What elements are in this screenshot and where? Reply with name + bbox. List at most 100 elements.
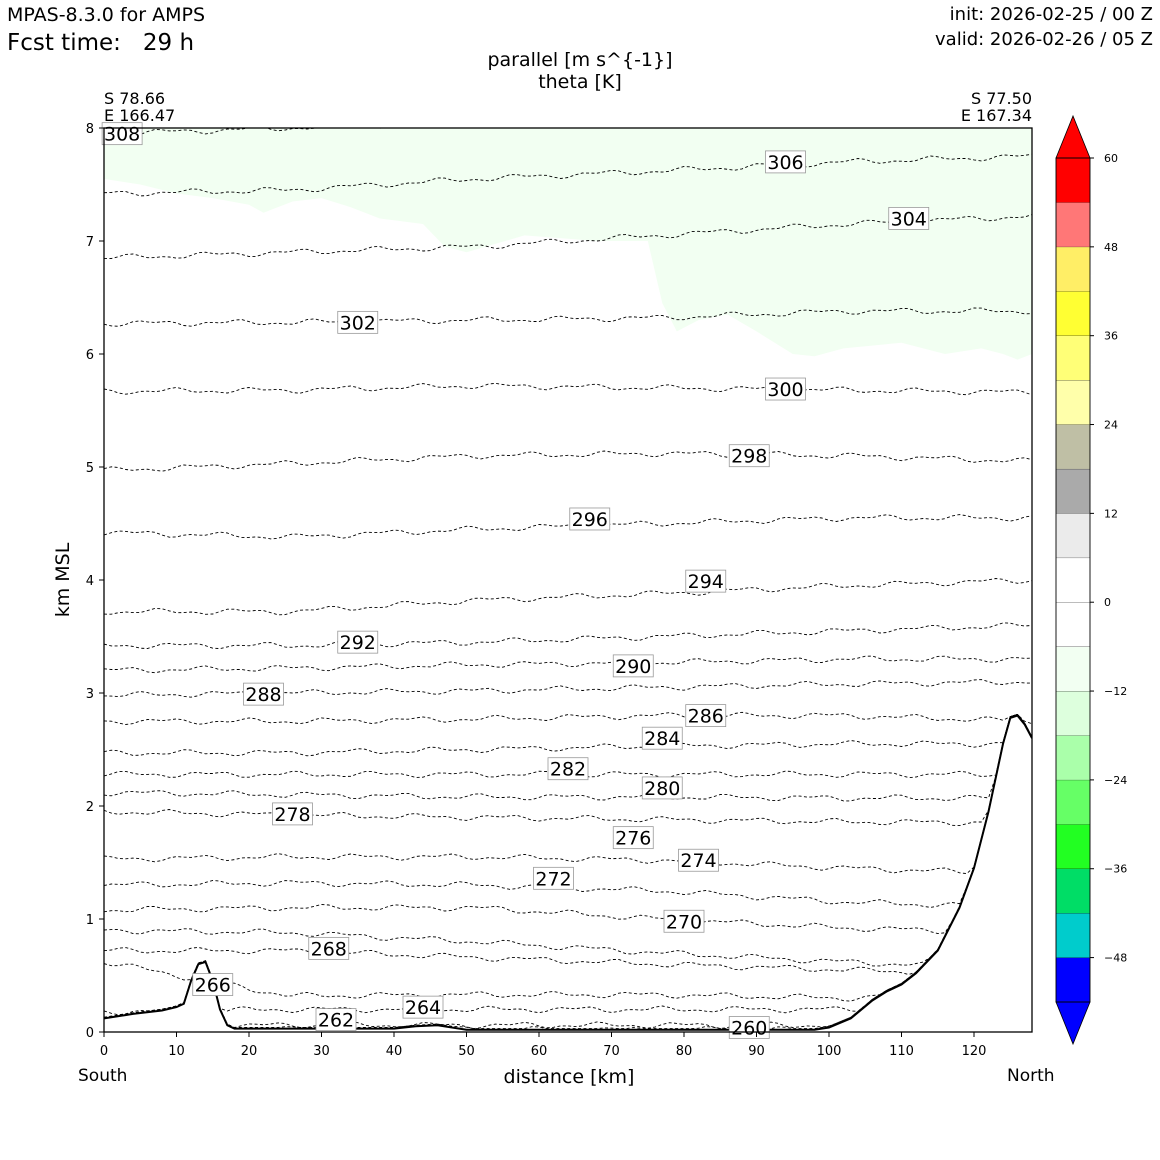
x-tick-label: 20 bbox=[241, 1044, 258, 1059]
contour-label-box bbox=[612, 826, 654, 850]
theta-contour-268 bbox=[104, 713, 1032, 975]
colorbar-segment bbox=[1056, 868, 1090, 914]
contour-label-box bbox=[569, 507, 611, 531]
contour-label-270: 270 bbox=[663, 909, 705, 933]
terrain-layer bbox=[104, 714, 1032, 1032]
colorbar-tick-label: 48 bbox=[1104, 241, 1118, 254]
contour-label-274: 274 bbox=[678, 848, 719, 872]
contour-label-text: 294 bbox=[688, 571, 724, 593]
x-tick-label: 110 bbox=[889, 1044, 914, 1059]
contour-label-box bbox=[685, 569, 727, 593]
start-latitude: S 78.66 bbox=[104, 89, 166, 108]
colorbar-frame bbox=[1055, 157, 1091, 1003]
colorbar-segment bbox=[1056, 246, 1090, 292]
contour-label-box bbox=[533, 866, 574, 890]
colorbar-tick-label: 36 bbox=[1104, 330, 1118, 343]
theta-contour-294 bbox=[104, 578, 1032, 616]
north-label: North bbox=[1007, 1066, 1055, 1086]
contour-label-box bbox=[192, 973, 234, 996]
x-tick-label: 60 bbox=[531, 1044, 548, 1059]
contour-label-text: 276 bbox=[615, 828, 651, 850]
colorbar-segment bbox=[1056, 513, 1090, 558]
colorbar-tick-label: 12 bbox=[1104, 507, 1118, 520]
contour-label-box bbox=[243, 682, 284, 706]
contour-label-288: 288 bbox=[243, 682, 284, 706]
contour-label-282: 282 bbox=[547, 757, 589, 781]
colorbar-tick-label: 24 bbox=[1104, 419, 1118, 432]
contour-label-298: 298 bbox=[728, 444, 770, 468]
x-tick-label: 120 bbox=[962, 1044, 987, 1059]
contour-label-box bbox=[888, 206, 930, 230]
contour-label-286: 286 bbox=[685, 704, 727, 728]
colorbar-segment bbox=[1056, 735, 1090, 780]
colorbar-segment bbox=[1056, 779, 1090, 825]
x-tick-label: 90 bbox=[748, 1044, 765, 1059]
contour-label-text: 302 bbox=[340, 312, 376, 334]
contour-label-text: 292 bbox=[340, 632, 376, 654]
colorbar-segment bbox=[1056, 468, 1090, 514]
contour-label-text: 286 bbox=[688, 706, 724, 728]
contour-label-278: 278 bbox=[272, 802, 313, 826]
contour-label-276: 276 bbox=[612, 826, 654, 850]
contour-label-text: 296 bbox=[572, 509, 608, 531]
colorbar-tick-label: −12 bbox=[1104, 685, 1127, 698]
theta-contour-296 bbox=[104, 514, 1032, 540]
valid-time: valid: 2026-02-26 / 05 Z bbox=[935, 29, 1153, 50]
contour-label-text: 266 bbox=[195, 975, 231, 997]
colorbar-tick-label: 60 bbox=[1104, 152, 1118, 165]
y-tick-label: 1 bbox=[86, 913, 94, 928]
contour-label-280: 280 bbox=[641, 776, 683, 800]
terrain-fill bbox=[104, 715, 1032, 1032]
contour-label-290: 290 bbox=[612, 654, 654, 678]
y-tick-label: 6 bbox=[86, 348, 94, 363]
contour-label-304: 304 bbox=[888, 206, 930, 230]
theta-contour-306 bbox=[104, 153, 1032, 197]
contour-label-260: 260 bbox=[728, 1016, 770, 1039]
contour-label-box bbox=[641, 726, 683, 750]
contour-label-text: 300 bbox=[767, 379, 803, 401]
contour-label-text: 268 bbox=[311, 938, 347, 960]
x-tick-label: 70 bbox=[603, 1044, 620, 1059]
contour-label-box bbox=[641, 776, 683, 800]
contour-label-box bbox=[678, 848, 719, 872]
contour-label-text: 270 bbox=[666, 911, 702, 933]
colorbar-segment bbox=[1056, 557, 1090, 603]
contour-label-box bbox=[765, 377, 806, 401]
colorbar-tick-label: −36 bbox=[1104, 863, 1127, 876]
forecast-time-value: 29 h bbox=[142, 30, 195, 56]
end-latitude: S 77.50 bbox=[970, 89, 1032, 108]
contour-label-300: 300 bbox=[765, 377, 806, 401]
contour-label-266: 266 bbox=[192, 973, 234, 997]
theta-contour-292 bbox=[104, 622, 1032, 650]
chart-title: parallel [m s^{-1}] bbox=[487, 49, 673, 71]
theta-contour-298 bbox=[104, 450, 1032, 472]
contour-label-box bbox=[547, 757, 589, 781]
colorbar-segment bbox=[1056, 335, 1090, 381]
x-tick-label: 80 bbox=[676, 1044, 693, 1059]
theta-contour-270 bbox=[104, 713, 1032, 967]
contour-label-box bbox=[315, 1008, 357, 1031]
start-longitude: E 166.47 bbox=[104, 106, 176, 125]
colorbar-segment bbox=[1056, 824, 1090, 869]
contour-label-box bbox=[272, 802, 313, 826]
contour-label-box bbox=[402, 995, 444, 1019]
theta-contour-266 bbox=[104, 713, 1032, 1002]
end-location: S 77.50 E 167.34 bbox=[961, 90, 1032, 124]
contour-labels: 260 262 264 266 268 270 272 274 276 278 280 282 284 2… bbox=[101, 122, 930, 1039]
y-tick-label: 7 bbox=[86, 235, 94, 250]
end-longitude: E 167.34 bbox=[960, 106, 1032, 125]
theta-contour-280 bbox=[104, 713, 1032, 802]
colorbar-over-arrow bbox=[1055, 114, 1091, 159]
contour-label-text: 298 bbox=[731, 446, 767, 468]
colorbar-segment bbox=[1056, 913, 1090, 958]
theta-contour-278 bbox=[104, 713, 1032, 827]
forecast-time-label: Fcst time: bbox=[7, 30, 121, 56]
contour-label-box bbox=[337, 630, 379, 654]
start-location: S 78.66 E 166.47 bbox=[104, 90, 175, 124]
colorbar-tick-label: 0 bbox=[1104, 596, 1111, 609]
colorbar-segment bbox=[1056, 691, 1090, 736]
contour-label-302: 302 bbox=[337, 310, 379, 334]
contour-label-284: 284 bbox=[641, 726, 683, 750]
contour-label-box bbox=[728, 1016, 770, 1039]
